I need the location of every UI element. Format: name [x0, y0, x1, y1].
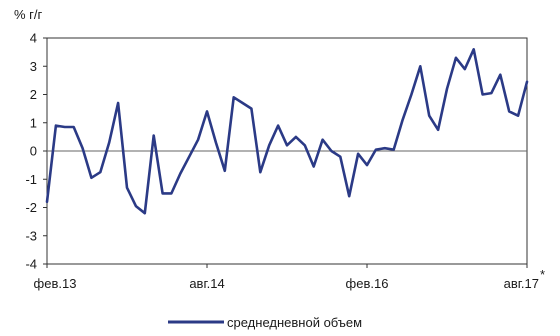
y-tick-label: 0	[30, 144, 37, 159]
series-line-daily-average-volume	[45, 47, 529, 215]
y-axis-ticks: 4 3 2 1 0 -1 -2 -3 -4	[25, 31, 47, 272]
x-tick-label: фев.13	[34, 276, 77, 291]
y-tick-label: -3	[25, 228, 37, 243]
y-tick-label: -4	[25, 257, 37, 272]
x-tick-label: фев.16	[346, 276, 389, 291]
x-axis-ticks: фев.13 авг.14 фев.16 авг.17	[34, 264, 539, 291]
y-tick-label: 2	[30, 87, 37, 102]
legend: среднедневной объем	[168, 315, 362, 330]
y-tick-label: 4	[30, 31, 37, 46]
footnote-marker: *	[540, 267, 545, 282]
legend-label: среднедневной объем	[227, 315, 362, 330]
y-tick-label: 3	[30, 59, 37, 74]
y-tick-label: -2	[25, 200, 37, 215]
y-tick-label: 1	[30, 115, 37, 130]
x-tick-label: авг.14	[189, 276, 224, 291]
x-tick-label: авг.17	[504, 276, 539, 291]
y-tick-label: -1	[25, 172, 37, 187]
y-axis-unit-label: % г/г	[14, 7, 43, 22]
